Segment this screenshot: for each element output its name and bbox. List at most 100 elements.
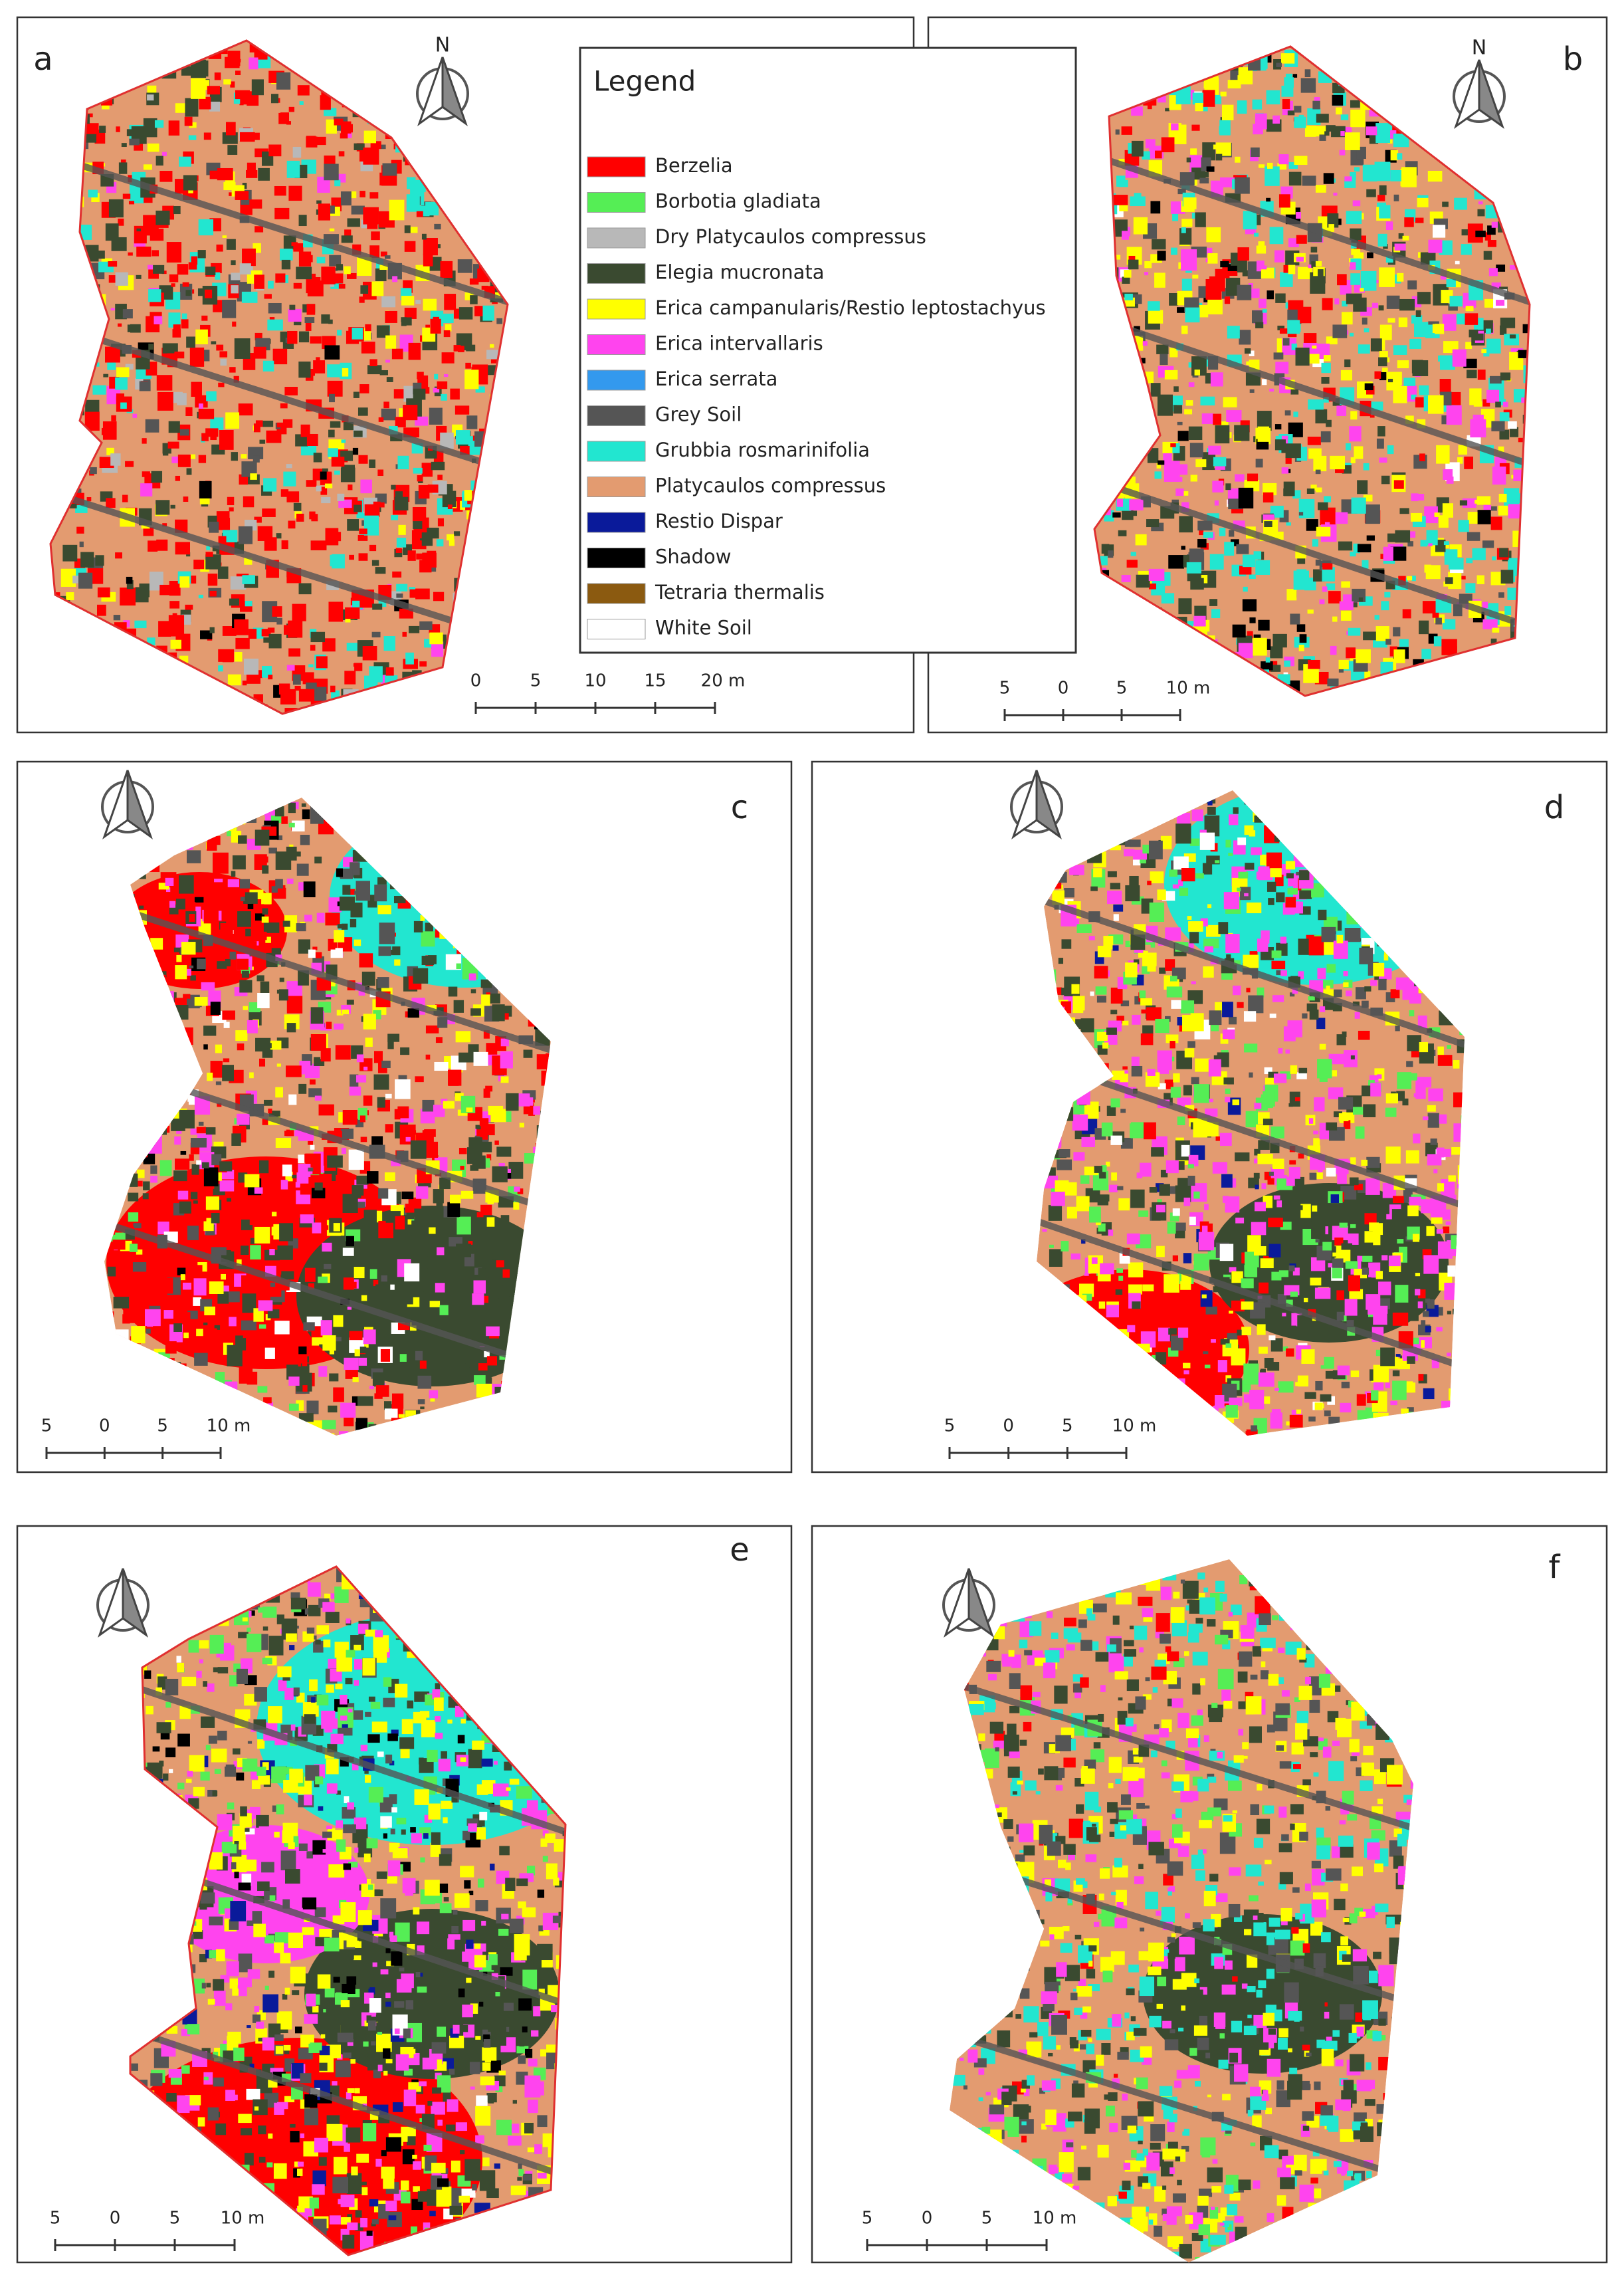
class-patch — [518, 1093, 530, 1106]
class-patch — [1341, 370, 1352, 381]
class-patch — [143, 1193, 149, 1199]
class-patch — [367, 1171, 378, 1184]
class-patch — [181, 1151, 187, 1155]
class-patch — [1159, 968, 1166, 974]
class-patch — [1229, 814, 1238, 825]
class-patch — [230, 952, 237, 960]
class-patch — [316, 200, 322, 203]
class-patch — [249, 629, 256, 639]
class-patch — [371, 1136, 383, 1145]
class-patch — [1245, 863, 1254, 869]
class-patch — [318, 1366, 327, 1377]
class-patch — [1351, 1055, 1355, 1059]
class-patch — [202, 1162, 209, 1168]
class-patch — [272, 606, 282, 617]
class-patch — [209, 522, 219, 533]
class-patch — [354, 505, 361, 512]
class-patch — [165, 1299, 171, 1304]
class-patch — [422, 956, 435, 965]
class-patch — [1321, 363, 1330, 373]
class-patch — [1175, 477, 1182, 482]
class-patch — [1299, 645, 1304, 651]
class-patch — [1243, 587, 1248, 592]
class-patch — [348, 218, 360, 227]
class-patch — [1324, 1410, 1331, 1416]
class-patch — [1113, 195, 1128, 205]
class-patch — [501, 1039, 509, 1047]
class-patch — [210, 627, 215, 633]
class-patch — [150, 1165, 157, 1174]
class-patch — [359, 384, 369, 393]
class-patch — [1504, 606, 1511, 615]
class-patch — [225, 959, 231, 966]
class-patch — [157, 392, 173, 411]
class-patch — [272, 1212, 276, 1216]
class-patch — [1459, 445, 1468, 455]
class-patch — [1162, 593, 1174, 603]
class-patch — [395, 491, 403, 502]
class-patch — [1357, 480, 1368, 494]
class-patch — [332, 457, 345, 467]
class-patch — [448, 504, 453, 509]
class-patch — [1387, 318, 1395, 323]
class-patch — [1375, 162, 1391, 181]
class-patch — [359, 296, 365, 302]
class-patch — [450, 389, 459, 400]
class-patch — [378, 1221, 393, 1238]
class-patch — [360, 285, 368, 294]
class-patch — [364, 1210, 377, 1223]
class-patch — [1316, 560, 1321, 566]
class-patch — [1255, 1185, 1259, 1190]
class-patch — [116, 272, 128, 286]
class-patch — [189, 966, 193, 968]
class-patch — [1387, 296, 1400, 309]
class-patch — [302, 1385, 307, 1392]
class-patch — [1175, 1230, 1185, 1238]
class-patch — [153, 316, 162, 324]
class-patch — [342, 235, 353, 243]
class-patch — [1366, 189, 1376, 197]
class-patch — [103, 421, 117, 440]
class-patch — [292, 1175, 296, 1178]
class-patch — [1116, 1268, 1123, 1273]
class-patch — [1322, 298, 1333, 310]
class-patch — [174, 352, 184, 358]
class-patch — [319, 1105, 334, 1116]
class-patch — [1190, 443, 1203, 457]
class-patch — [1426, 565, 1441, 579]
class-patch — [248, 903, 254, 909]
class-patch — [437, 1203, 443, 1210]
class-patch — [1328, 224, 1334, 232]
scale-label: 0 — [99, 1416, 110, 1436]
class-patch — [240, 94, 254, 104]
class-patch — [1222, 105, 1233, 120]
class-patch — [157, 375, 173, 390]
class-patch — [352, 328, 363, 340]
class-patch — [1208, 446, 1221, 455]
class-patch — [318, 1277, 328, 1283]
class-patch — [1418, 1264, 1425, 1269]
class-patch — [1299, 512, 1303, 515]
class-patch — [312, 274, 316, 278]
class-patch — [136, 275, 142, 279]
class-patch — [1379, 305, 1384, 310]
class-patch — [199, 403, 203, 409]
class-patch — [316, 656, 328, 668]
class-patch — [1443, 314, 1457, 331]
class-patch — [1200, 397, 1215, 405]
class-patch — [193, 1200, 198, 1204]
class-patch — [1126, 941, 1131, 948]
class-patch — [1229, 1017, 1237, 1024]
class-patch — [268, 303, 282, 314]
class-patch — [375, 567, 386, 574]
class-patch — [1080, 1018, 1094, 1032]
class-patch — [430, 1301, 440, 1307]
class-patch — [1151, 944, 1156, 948]
class-patch — [383, 401, 389, 408]
class-patch — [181, 942, 196, 954]
class-patch — [1404, 217, 1413, 227]
class-patch — [1235, 1218, 1244, 1224]
class-patch — [1171, 123, 1178, 130]
class-patch — [363, 1095, 373, 1105]
class-patch — [1178, 598, 1191, 614]
